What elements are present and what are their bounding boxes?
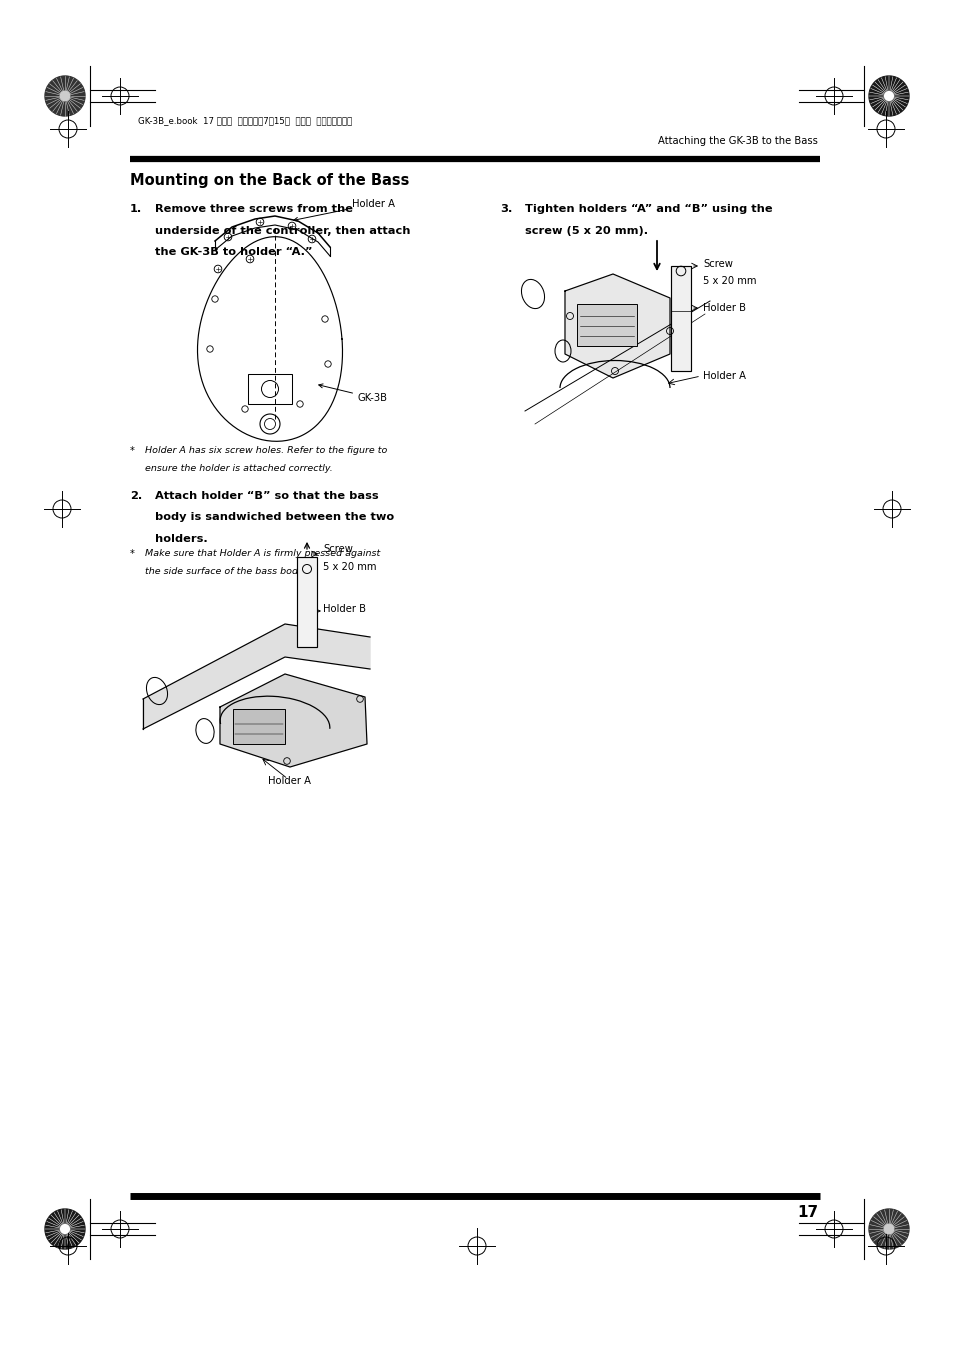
Text: Attaching the GK-3B to the Bass: Attaching the GK-3B to the Bass	[658, 136, 817, 146]
Text: Holder A has six screw holes. Refer to the figure to: Holder A has six screw holes. Refer to t…	[145, 446, 387, 455]
Text: 5 x 20 mm: 5 x 20 mm	[702, 276, 756, 286]
Text: body is sandwiched between the two: body is sandwiched between the two	[154, 512, 394, 523]
Text: Holder B: Holder B	[323, 604, 366, 613]
Circle shape	[868, 76, 908, 116]
Text: Holder A: Holder A	[268, 775, 311, 786]
Bar	[296, 557, 316, 647]
Text: *: *	[130, 446, 134, 457]
Text: Screw: Screw	[702, 259, 732, 269]
Circle shape	[61, 1224, 70, 1233]
Bar	[248, 374, 292, 404]
Text: underside of the controller, then attach: underside of the controller, then attach	[154, 226, 410, 235]
Text: 17: 17	[796, 1205, 817, 1220]
Text: ensure the holder is attached correctly.: ensure the holder is attached correctly.	[145, 463, 333, 473]
Circle shape	[45, 1209, 85, 1250]
Polygon shape	[143, 624, 370, 730]
Circle shape	[883, 1224, 893, 1233]
Text: *: *	[130, 549, 134, 559]
Text: Tighten holders “A” and “B” using the: Tighten holders “A” and “B” using the	[524, 204, 772, 213]
Text: 1.: 1.	[130, 204, 142, 213]
Text: holders.: holders.	[154, 534, 208, 544]
Text: Holder A: Holder A	[702, 372, 745, 381]
Text: the GK-3B to holder “A.”: the GK-3B to holder “A.”	[154, 247, 313, 257]
Circle shape	[60, 92, 70, 101]
Circle shape	[868, 1209, 908, 1250]
Bar	[577, 304, 637, 346]
Text: GK-3B_e.book  17 ページ  ２０２１年7月15日  木曜日  午後５時１４分: GK-3B_e.book 17 ページ ２０２１年7月15日 木曜日 午後５時１…	[138, 116, 352, 126]
Text: Attach holder “B” so that the bass: Attach holder “B” so that the bass	[154, 490, 378, 501]
Circle shape	[45, 76, 85, 116]
Bar	[233, 709, 285, 744]
Text: 3.: 3.	[499, 204, 512, 213]
Polygon shape	[564, 274, 669, 378]
Text: screw (5 x 20 mm).: screw (5 x 20 mm).	[524, 226, 647, 235]
Circle shape	[883, 92, 892, 100]
Text: Mounting on the Back of the Bass: Mounting on the Back of the Bass	[130, 173, 409, 188]
Text: 5 x 20 mm: 5 x 20 mm	[323, 562, 376, 571]
Text: 2.: 2.	[130, 490, 142, 501]
Text: Holder A: Holder A	[294, 199, 395, 222]
Polygon shape	[220, 674, 367, 767]
Bar	[670, 266, 690, 372]
Text: Remove three screws from the: Remove three screws from the	[154, 204, 353, 213]
Text: Screw: Screw	[323, 544, 353, 554]
Text: Make sure that Holder A is firmly pressed against: Make sure that Holder A is firmly presse…	[145, 549, 380, 558]
Text: Holder B: Holder B	[702, 303, 745, 313]
Text: the side surface of the bass body.: the side surface of the bass body.	[145, 567, 306, 576]
Text: GK-3B: GK-3B	[318, 384, 388, 403]
